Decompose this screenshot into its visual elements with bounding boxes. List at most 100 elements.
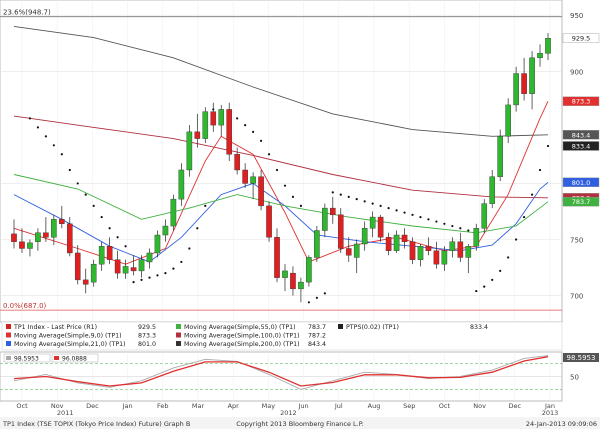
sar-dot xyxy=(28,117,32,120)
candle xyxy=(234,147,240,175)
sar-dot xyxy=(204,204,207,207)
footer-bar xyxy=(0,417,600,429)
candle xyxy=(377,214,384,242)
candle-body-up xyxy=(202,111,209,139)
sar-dot xyxy=(140,278,143,281)
legend: TP1 Index - Last Price (R1) 929.5 Moving A… xyxy=(1,321,563,351)
sar-dot xyxy=(291,195,295,198)
legend-background xyxy=(1,321,563,351)
candle xyxy=(66,217,73,257)
candle xyxy=(162,219,169,242)
sar-dot xyxy=(244,124,247,127)
value-label-bg xyxy=(562,177,600,188)
candle-body-up xyxy=(505,104,511,137)
x-tick-label: Nov xyxy=(473,402,486,410)
candle xyxy=(306,255,312,287)
sar-dot xyxy=(283,184,287,187)
fib-top-label: 23.6%(948.7) xyxy=(3,9,51,17)
legend-value: 783.7 xyxy=(308,324,326,331)
sar-dot xyxy=(76,182,79,185)
candle-body-up xyxy=(497,136,503,177)
x-tick-label: Dec xyxy=(86,402,99,410)
candle-body-up xyxy=(186,131,193,171)
value-label: 929.5 xyxy=(572,35,591,43)
osc-tick-label: 50 xyxy=(570,374,579,382)
candle xyxy=(505,98,511,144)
osc-legend-swatch xyxy=(54,356,59,360)
sar-dot xyxy=(347,195,350,198)
candle xyxy=(369,211,376,238)
x-tick-label: Nov xyxy=(51,402,64,410)
candle-body-up xyxy=(162,225,169,236)
osc-legend-swatch xyxy=(6,356,11,360)
candle-body-up xyxy=(441,250,448,265)
candle-body-up xyxy=(473,228,480,247)
legend-value: 787.2 xyxy=(308,333,326,340)
value-label: 843.4 xyxy=(572,131,591,139)
legend-value: 833.4 xyxy=(470,324,488,331)
value-label: 783.7 xyxy=(572,198,591,206)
candle xyxy=(330,196,336,224)
sar-dot xyxy=(68,168,71,172)
candle xyxy=(114,250,121,279)
candle xyxy=(74,245,81,285)
candle-body-down xyxy=(377,216,384,238)
x-tick-label: Jan xyxy=(544,402,555,410)
osc-legend-label: 96.0888 xyxy=(62,356,87,363)
sar-dot xyxy=(172,267,175,270)
candle-body-up xyxy=(51,219,57,238)
candle-body-up xyxy=(27,242,33,249)
sar-dot xyxy=(419,215,422,219)
sar-dot xyxy=(371,202,374,205)
candle-body-down xyxy=(258,176,264,207)
candle-body-down xyxy=(106,246,113,260)
sar-dot xyxy=(355,198,358,201)
candle xyxy=(481,199,488,233)
legend-value: 929.5 xyxy=(138,324,156,331)
candle xyxy=(345,237,352,262)
main-grid xyxy=(0,0,562,322)
candle xyxy=(170,194,177,231)
candle xyxy=(98,241,105,271)
sar-dot xyxy=(60,153,63,156)
candle xyxy=(513,66,519,112)
sar-dot xyxy=(467,229,470,232)
sar-dot xyxy=(331,191,334,194)
sar-dot xyxy=(323,292,326,295)
osc-legend-box xyxy=(51,353,99,363)
candle xyxy=(322,203,328,238)
value-label-bg xyxy=(562,141,600,151)
candle xyxy=(154,230,161,258)
x-tick-label: Feb xyxy=(157,402,169,410)
value-label: 873.3 xyxy=(572,98,591,106)
x-tick-label: Jul xyxy=(334,402,343,410)
candle-body-up xyxy=(369,216,376,229)
sar-dot xyxy=(108,227,111,230)
candle xyxy=(106,237,113,265)
legend-swatch xyxy=(338,324,343,329)
candle-body-up xyxy=(250,176,256,184)
candle xyxy=(393,230,400,253)
sar-dot xyxy=(483,285,486,288)
sar-dot xyxy=(459,227,462,230)
sar-dot xyxy=(188,247,191,250)
legend-swatch xyxy=(6,341,11,346)
candle-body-up xyxy=(489,176,496,204)
fib-bottom-label: 0.0%(687.0) xyxy=(3,302,47,310)
candle-body-up xyxy=(361,228,368,245)
value-label-bg xyxy=(562,33,600,43)
candle xyxy=(202,107,209,144)
candle-body-up xyxy=(298,281,304,290)
ma-line-ma9 xyxy=(13,101,549,265)
oscillator-badge: 98.5953 xyxy=(567,354,596,362)
sar-dot xyxy=(451,224,454,228)
chart-title: TP1 Index (TSE TOPIX (Tokyo Price Index)… xyxy=(2,420,190,428)
sar-dot xyxy=(443,222,446,225)
sar-dot xyxy=(491,278,494,281)
sar-dot xyxy=(339,193,342,196)
sar-dot xyxy=(116,236,119,239)
candle xyxy=(449,237,456,258)
sar-dot xyxy=(499,269,502,272)
legend-label: Moving Average(Simple,55,0) (TP1) xyxy=(184,324,296,331)
oscillator-lines xyxy=(13,355,549,390)
